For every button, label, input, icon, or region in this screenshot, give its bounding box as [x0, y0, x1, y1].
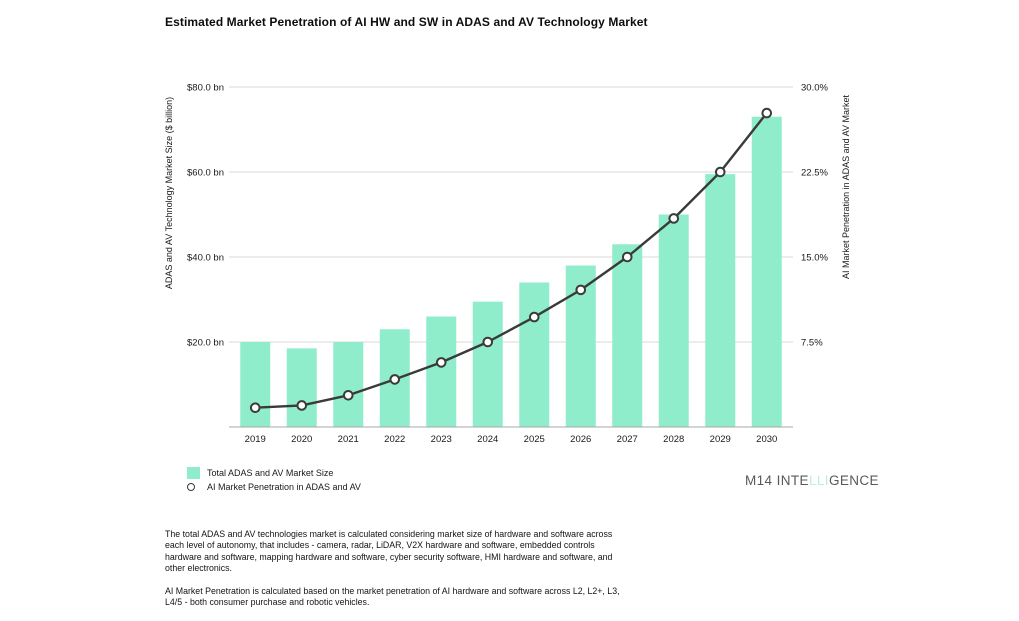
x-tick-2020: 2020 [291, 434, 312, 445]
x-tick-2028: 2028 [663, 434, 684, 445]
x-tick-2027: 2027 [617, 434, 638, 445]
right-axis-tick-30: 30.0% [801, 83, 828, 94]
logo-suffix: GENCE [828, 473, 879, 488]
m14-intelligence-logo: M14 INTELLIGENCE [745, 473, 879, 488]
bar-series-swatch-icon [187, 467, 200, 479]
footnote-market-size-method: The total ADAS and AV technologies marke… [165, 529, 613, 573]
left-axis-tick-60: $60.0 bn [187, 168, 224, 179]
legend-item-bar-series: Total ADAS and AV Market Size [187, 466, 361, 480]
legend-label-bar-series: Total ADAS and AV Market Size [207, 467, 334, 478]
bar-2023 [426, 316, 457, 427]
left-axis-tick-40: $40.0 bn [187, 253, 224, 264]
right-axis-tick-15: 15.0% [801, 253, 828, 264]
marker-2021 [342, 389, 354, 401]
marker-2027 [621, 251, 633, 263]
market-chart: $20.0 bn $40.0 bn $60.0 bn $80.0 bn 7.5% 15.0… [164, 83, 851, 446]
x-tick-2025: 2025 [524, 434, 545, 445]
chart-legend: Total ADAS and AV Market Size AI Market … [187, 466, 361, 494]
bar-2025 [519, 282, 550, 427]
footnotes: The total ADAS and AV technologies marke… [165, 529, 620, 621]
x-tick-2023: 2023 [431, 434, 452, 445]
marker-2022 [389, 374, 401, 385]
marker-2028 [668, 213, 680, 224]
right-axis-tick-7.5: 7.5% [801, 338, 823, 349]
legend-item-line-series: AI Market Penetration in ADAS and AV [187, 480, 361, 494]
bar-2024 [472, 301, 503, 427]
marker-2024 [482, 336, 494, 348]
penetration-line [255, 112, 768, 409]
bar-2020 [286, 348, 317, 427]
bar-2021 [333, 342, 364, 427]
legend-label-line-series: AI Market Penetration in ADAS and AV [207, 481, 361, 492]
marker-2023 [435, 357, 447, 368]
x-tick-2026: 2026 [570, 434, 591, 445]
x-tick-2024: 2024 [477, 434, 498, 445]
logo-highlight: LLI [808, 473, 829, 488]
logo-prefix: M14 INTE [745, 473, 809, 488]
line-series-marker-cell [187, 483, 200, 491]
bar-2028 [658, 214, 689, 427]
line-series-marker-icon [187, 483, 195, 491]
marker-2030 [761, 107, 773, 119]
right-axis-tick-22.5: 22.5% [801, 168, 828, 179]
left-axis-title: ADAS and AV Technology Market Size ($ bi… [164, 97, 174, 289]
marker-2029 [714, 166, 726, 178]
left-axis-tick-20: $20.0 bn [187, 338, 224, 349]
bar-2030 [751, 116, 782, 427]
left-axis-tick-80: $80.0 bn [187, 83, 224, 94]
footnote-penetration-method: AI Market Penetration is calculated base… [165, 586, 620, 608]
x-tick-2021: 2021 [338, 434, 359, 445]
x-tick-2022: 2022 [384, 434, 405, 445]
x-tick-2030: 2030 [756, 434, 777, 445]
bar-2019 [240, 342, 271, 427]
chart-area: $20.0 bn $40.0 bn $60.0 bn $80.0 bn 7.5% 15.0… [164, 83, 851, 446]
marker-2019 [249, 402, 261, 414]
x-tick-2029: 2029 [710, 434, 731, 445]
marker-2025 [528, 311, 540, 323]
x-tick-2019: 2019 [245, 434, 266, 445]
right-axis-title: AI Market Penetration in ADAS and AV Mar… [841, 95, 851, 279]
bar-2027 [612, 244, 643, 427]
marker-2026 [575, 284, 587, 296]
marker-2020 [296, 400, 308, 411]
bar-2029 [705, 174, 736, 427]
page-title: Estimated Market Penetration of AI HW an… [165, 15, 648, 29]
